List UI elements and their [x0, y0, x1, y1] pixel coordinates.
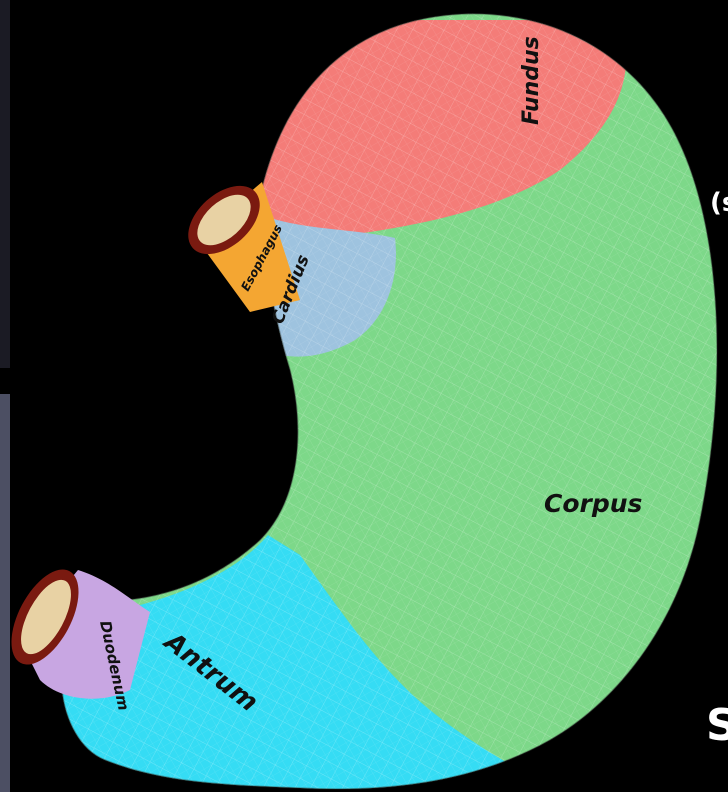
- left-panel-dark: [0, 0, 10, 368]
- esophagus-lumen: [197, 194, 251, 246]
- edge-text-lower: S: [706, 700, 728, 751]
- stomach-outline: [61, 13, 718, 790]
- label-corpus: Corpus: [544, 489, 642, 518]
- esophagus-tube: [188, 182, 300, 312]
- label-fundus: Fundus: [519, 36, 544, 125]
- duodenum-tube: [11, 569, 150, 699]
- edge-text-upper: (s: [710, 188, 728, 218]
- left-panel-slate: [0, 394, 10, 792]
- duodenum-lumen: [21, 579, 71, 655]
